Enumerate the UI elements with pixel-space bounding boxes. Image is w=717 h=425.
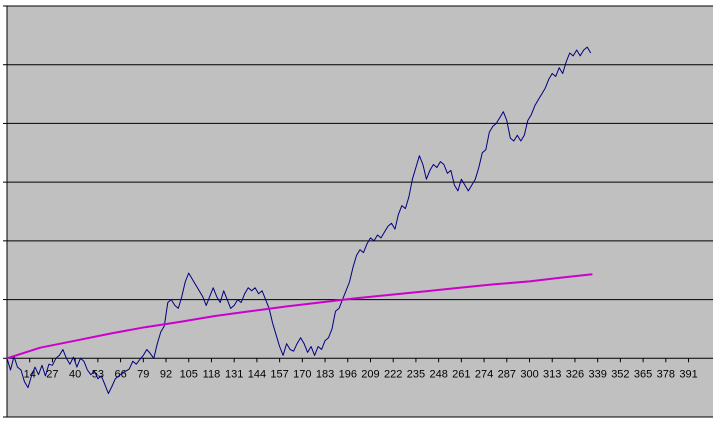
series-line-2 <box>6 273 593 360</box>
x-tick-label: 339 <box>588 368 606 380</box>
x-tick-label: 196 <box>339 368 357 380</box>
x-tick-label: 235 <box>407 368 425 380</box>
x-tick-labels: 14 27 40 53 66 79 92 105 118 131 144 157 170 183 196 20… <box>24 358 698 380</box>
gridlines <box>7 5 713 418</box>
x-tick-label: 209 <box>361 368 379 380</box>
series-line-1 <box>6 46 592 394</box>
x-tick-label: 222 <box>384 368 402 380</box>
x-tick-label: 313 <box>543 368 561 380</box>
x-tick-label: 378 <box>657 368 675 380</box>
x-tick-label: 261 <box>452 368 470 380</box>
x-tick-label: 131 <box>225 368 243 380</box>
x-tick-label: 183 <box>316 368 334 380</box>
x-tick-label: 144 <box>248 368 266 380</box>
x-tick-label: 79 <box>137 368 149 380</box>
x-tick-label: 287 <box>498 368 516 380</box>
x-tick-label: 40 <box>69 368 81 380</box>
x-tick-label: 274 <box>475 368 493 380</box>
x-tick-label: 352 <box>611 368 629 380</box>
x-tick-label: 157 <box>270 368 288 380</box>
series-lines <box>6 46 593 394</box>
x-tick-label: 170 <box>293 368 311 380</box>
x-tick-label: 365 <box>634 368 652 380</box>
axes <box>3 5 713 418</box>
x-tick-label: 118 <box>203 368 221 380</box>
plot-area <box>7 6 713 417</box>
x-tick-label: 391 <box>679 368 697 380</box>
x-tick-label: 326 <box>566 368 584 380</box>
x-tick-label: 14 <box>24 368 36 380</box>
x-tick-label: 92 <box>160 368 172 380</box>
x-tick-label: 105 <box>180 368 198 380</box>
x-tick-label: 27 <box>46 368 58 380</box>
x-tick-label: 248 <box>429 368 447 380</box>
x-tick-label: 300 <box>520 368 538 380</box>
